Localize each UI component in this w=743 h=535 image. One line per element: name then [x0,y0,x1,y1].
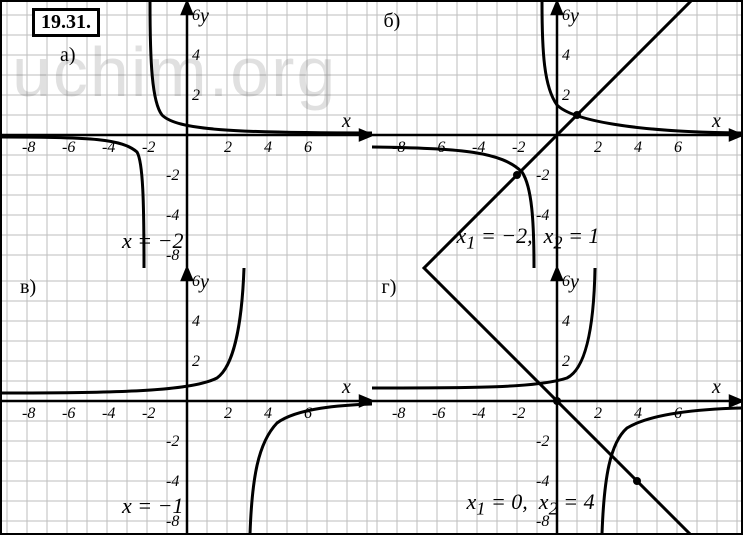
svg-text:4: 4 [264,139,272,156]
svg-text:6: 6 [562,7,570,24]
panel-d: г) -8-6-4-2 246 246 -2-4-8 xy [372,268,742,534]
answer-c: x = −1 [122,493,183,519]
svg-text:4: 4 [264,405,272,422]
answer-a: x = −2 [122,228,183,254]
svg-text:6: 6 [562,273,570,290]
panel-c: в) -8-6-4-2 246 246 -2-4-8 xy [2,268,372,534]
svg-text:4: 4 [634,405,642,422]
svg-text:-4: -4 [536,207,549,224]
svg-text:-6: -6 [432,405,445,422]
subpart-label-d: г) [382,276,397,299]
svg-text:y: y [198,5,209,27]
svg-text:-8: -8 [22,405,35,422]
svg-text:-4: -4 [472,405,485,422]
svg-text:6: 6 [304,139,312,156]
svg-text:x: x [711,376,721,398]
svg-text:y: y [198,271,209,293]
svg-text:6: 6 [674,139,682,156]
svg-text:4: 4 [562,47,570,64]
svg-text:2: 2 [192,353,200,370]
answer-b-text: x1 = −2, x2 = 1 [457,223,600,248]
panel-grid: 19.31. а) [2,2,741,533]
answer-d: x1 = 0, x2 = 4 [467,489,595,519]
svg-text:4: 4 [634,139,642,156]
svg-text:-2: -2 [512,405,525,422]
svg-text:-4: -4 [166,473,179,490]
svg-text:-4: -4 [166,207,179,224]
chart-c: -8-6-4-2 246 246 -2-4-8 xy [2,268,372,534]
svg-text:2: 2 [562,353,570,370]
svg-text:-6: -6 [62,139,75,156]
svg-text:4: 4 [192,47,200,64]
svg-text:-4: -4 [536,473,549,490]
subpart-label-c: в) [20,276,36,299]
svg-text:-2: -2 [166,433,179,450]
page-container: uchim.org 19.31. а) [0,0,743,535]
svg-text:y: y [568,271,579,293]
svg-text:-6: -6 [62,405,75,422]
svg-text:4: 4 [192,313,200,330]
panel-b: б) -8-6-4-2 246 246 -2-4 xy [372,2,742,268]
svg-text:-2: -2 [512,139,525,156]
svg-text:-2: -2 [536,433,549,450]
svg-text:-2: -2 [166,167,179,184]
svg-text:4: 4 [562,313,570,330]
svg-text:-2: -2 [142,139,155,156]
svg-text:6: 6 [304,405,312,422]
answer-d-text: x1 = 0, x2 = 4 [467,489,595,514]
svg-text:x: x [711,110,721,132]
svg-text:2: 2 [192,87,200,104]
svg-text:6: 6 [192,273,200,290]
svg-text:y: y [568,5,579,27]
answer-b: x1 = −2, x2 = 1 [457,223,600,253]
svg-text:x: x [341,376,351,398]
svg-text:x: x [341,110,351,132]
svg-text:6: 6 [192,7,200,24]
svg-text:2: 2 [594,405,602,422]
svg-text:-2: -2 [536,167,549,184]
problem-number-box: 19.31. [32,8,100,37]
subpart-label-a: а) [60,44,76,67]
chart-a: -8-6-4-2 246 246 -2-4-8 x y [2,2,372,268]
svg-text:2: 2 [562,87,570,104]
svg-text:-8: -8 [22,139,35,156]
panel-a: 19.31. а) [2,2,372,268]
svg-text:-8: -8 [392,405,405,422]
svg-text:-4: -4 [102,405,115,422]
svg-text:2: 2 [224,405,232,422]
svg-text:2: 2 [224,139,232,156]
subpart-label-b: б) [384,10,401,33]
svg-text:2: 2 [594,139,602,156]
svg-text:-2: -2 [142,405,155,422]
